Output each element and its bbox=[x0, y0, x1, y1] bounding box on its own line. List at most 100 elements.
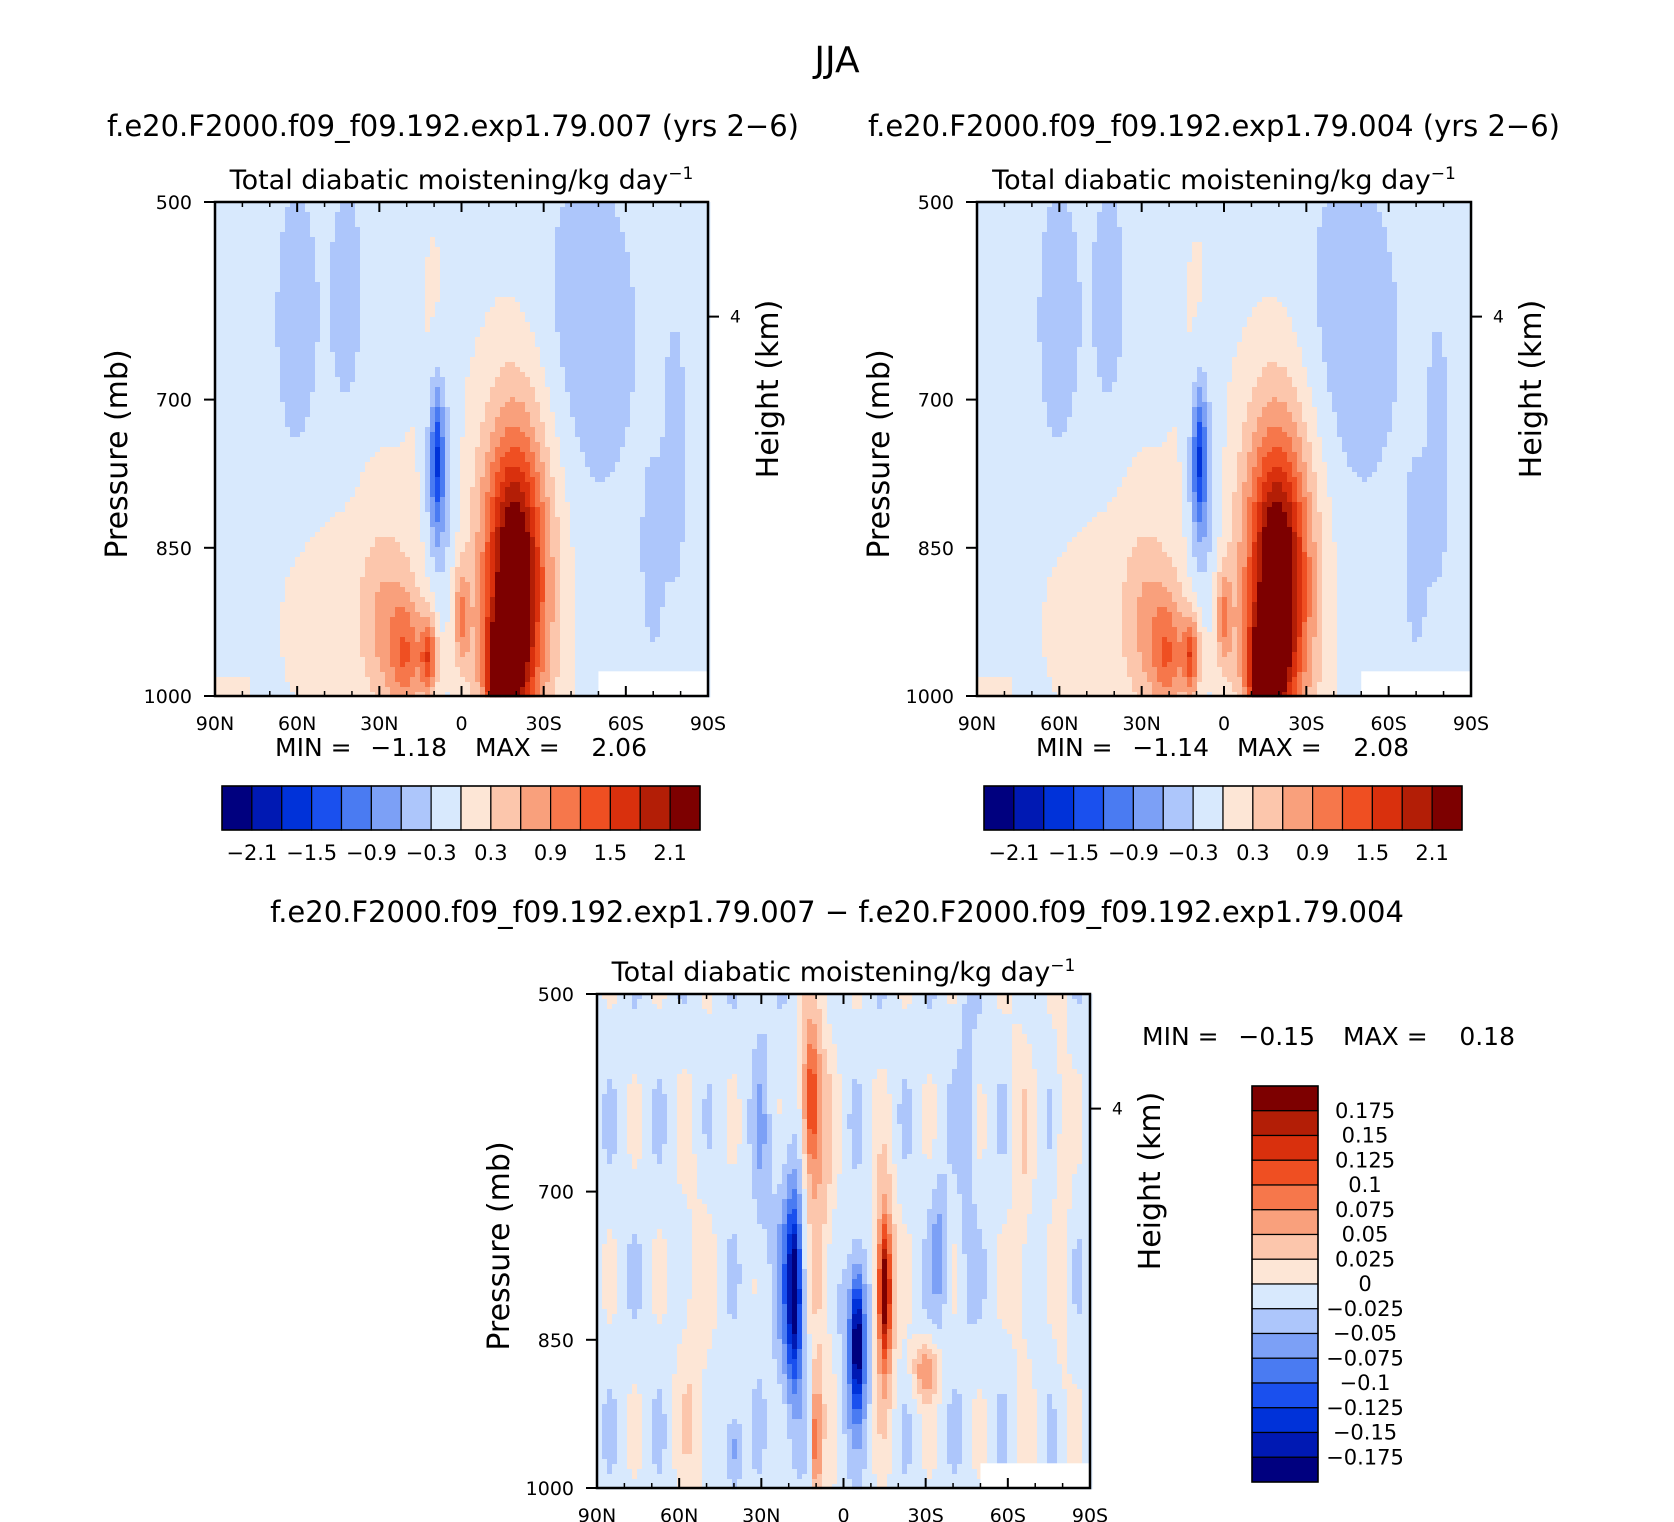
contour-cell bbox=[425, 262, 430, 267]
contour-cell bbox=[645, 212, 650, 217]
contour-cell bbox=[660, 257, 665, 262]
contour-cell bbox=[325, 247, 330, 252]
contour-cell bbox=[235, 212, 240, 217]
contour-cell bbox=[260, 267, 265, 272]
contour-cell bbox=[585, 257, 590, 262]
contour-cell bbox=[425, 252, 430, 257]
contour-cell bbox=[325, 252, 330, 257]
contour-cell bbox=[395, 227, 400, 232]
contour-cell bbox=[625, 227, 630, 232]
contour-cell bbox=[615, 262, 620, 267]
contour-cell bbox=[580, 227, 585, 232]
contour-cell bbox=[545, 227, 550, 232]
contour-cell bbox=[675, 222, 680, 227]
contour-cell bbox=[285, 262, 290, 267]
contour-cell bbox=[350, 247, 355, 252]
contour-cell bbox=[480, 267, 485, 272]
contour-cell bbox=[440, 242, 445, 247]
contour-cell bbox=[405, 267, 410, 272]
contour-cell bbox=[435, 257, 440, 262]
contour-cell bbox=[370, 247, 375, 252]
contour-cell bbox=[430, 242, 435, 247]
contour-cell bbox=[435, 212, 440, 217]
contour-cell bbox=[390, 222, 395, 227]
contour-cell bbox=[555, 257, 560, 262]
contour-cell bbox=[575, 227, 580, 232]
contour-cell bbox=[700, 212, 705, 217]
contour-cell bbox=[385, 262, 390, 267]
contour-cell bbox=[585, 247, 590, 252]
contour-cell bbox=[560, 247, 565, 252]
contour-cell bbox=[700, 232, 705, 237]
contour-cell bbox=[370, 267, 375, 272]
contour-cell bbox=[600, 227, 605, 232]
contour-cell bbox=[325, 237, 330, 242]
contour-cell bbox=[670, 207, 675, 212]
contour-cell bbox=[495, 217, 500, 222]
contour-cell bbox=[290, 232, 295, 237]
contour-cell bbox=[515, 217, 520, 222]
contour-cell bbox=[485, 267, 490, 272]
contour-cell bbox=[315, 237, 320, 242]
contour-cell bbox=[235, 217, 240, 222]
contour-cell bbox=[280, 262, 285, 267]
contour-cell bbox=[495, 222, 500, 227]
contour-cell bbox=[390, 232, 395, 237]
contour-cell bbox=[430, 227, 435, 232]
contour-cell bbox=[430, 262, 435, 267]
contour-cell bbox=[255, 247, 260, 252]
contour-cell bbox=[645, 237, 650, 242]
contour-cell bbox=[575, 222, 580, 227]
contour-cell bbox=[325, 227, 330, 232]
contour-cell bbox=[365, 222, 370, 227]
contour-cell bbox=[680, 262, 685, 267]
contour-cell bbox=[285, 237, 290, 242]
contour-cell bbox=[270, 227, 275, 232]
contour-cell bbox=[660, 247, 665, 252]
contour-cell bbox=[220, 247, 225, 252]
contour-cell bbox=[580, 262, 585, 267]
contour-cell bbox=[445, 247, 450, 252]
contour-cell bbox=[630, 232, 635, 237]
contour-cell bbox=[330, 247, 335, 252]
contour-cell bbox=[380, 242, 385, 247]
contour-cell bbox=[285, 257, 290, 262]
contour-cell bbox=[485, 232, 490, 237]
contour-cell bbox=[615, 247, 620, 252]
contour-cell bbox=[220, 257, 225, 262]
contour-cell bbox=[275, 207, 280, 212]
contour-cell bbox=[300, 247, 305, 252]
contour-cell bbox=[235, 232, 240, 237]
contour-cell bbox=[225, 237, 230, 242]
contour-cell bbox=[470, 252, 475, 257]
contour-cell bbox=[435, 242, 440, 247]
contour-cell bbox=[355, 257, 360, 262]
contour-cell bbox=[500, 262, 505, 267]
contour-cell bbox=[385, 217, 390, 222]
contour-cell bbox=[255, 207, 260, 212]
contour-cell bbox=[340, 242, 345, 247]
contour-cell bbox=[455, 222, 460, 227]
contour-cell bbox=[465, 232, 470, 237]
contour-cell bbox=[340, 262, 345, 267]
contour-cell bbox=[450, 252, 455, 257]
contour-cell bbox=[545, 232, 550, 237]
contour-cell bbox=[620, 262, 625, 267]
contour-cell bbox=[535, 207, 540, 212]
contour-cell bbox=[485, 217, 490, 222]
contour-cell bbox=[540, 212, 545, 217]
contour-cell bbox=[265, 257, 270, 262]
contour-cell bbox=[550, 232, 555, 237]
contour-cell bbox=[280, 252, 285, 257]
contour-cell bbox=[360, 232, 365, 237]
contour-cell bbox=[545, 207, 550, 212]
contour-cell bbox=[415, 247, 420, 252]
contour-cell bbox=[255, 242, 260, 247]
contour-cell bbox=[545, 212, 550, 217]
contour-cell bbox=[550, 267, 555, 272]
contour-cell bbox=[605, 242, 610, 247]
contour-cell bbox=[255, 222, 260, 227]
contour-cell bbox=[420, 212, 425, 217]
contour-cell bbox=[495, 267, 500, 272]
contour-cell bbox=[255, 217, 260, 222]
